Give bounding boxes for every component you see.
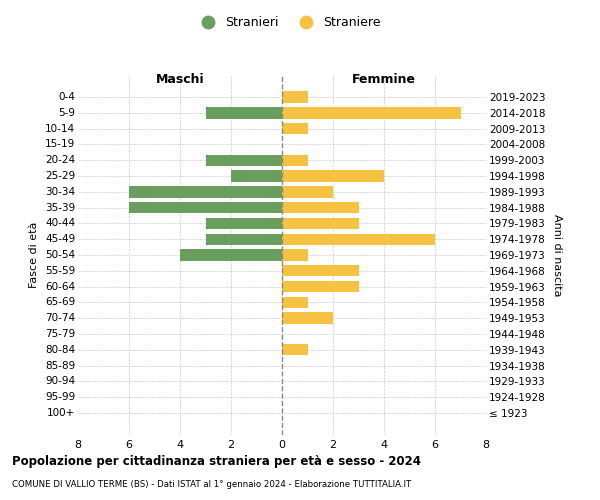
Bar — [282, 154, 308, 166]
Bar — [282, 123, 308, 134]
Bar — [282, 265, 359, 276]
Bar — [206, 218, 282, 229]
Text: Popolazione per cittadinanza straniera per età e sesso - 2024: Popolazione per cittadinanza straniera p… — [12, 455, 421, 468]
Bar — [282, 186, 333, 198]
Bar — [282, 202, 359, 213]
Bar — [129, 202, 282, 213]
Bar — [282, 312, 333, 324]
Bar — [282, 107, 461, 118]
Bar — [206, 107, 282, 118]
Text: COMUNE DI VALLIO TERME (BS) - Dati ISTAT al 1° gennaio 2024 - Elaborazione TUTTI: COMUNE DI VALLIO TERME (BS) - Dati ISTAT… — [12, 480, 411, 489]
Bar — [282, 92, 308, 102]
Y-axis label: Anni di nascita: Anni di nascita — [552, 214, 562, 296]
Y-axis label: Fasce di età: Fasce di età — [29, 222, 40, 288]
Legend: Stranieri, Straniere: Stranieri, Straniere — [190, 11, 386, 34]
Bar — [282, 296, 308, 308]
Bar — [129, 186, 282, 198]
Bar — [282, 170, 384, 181]
Text: Maschi: Maschi — [155, 73, 205, 86]
Bar — [282, 234, 435, 245]
Bar — [282, 344, 308, 356]
Bar — [282, 281, 359, 292]
Bar — [282, 218, 359, 229]
Bar — [206, 154, 282, 166]
Bar — [180, 250, 282, 260]
Text: Femmine: Femmine — [352, 73, 416, 86]
Bar — [206, 234, 282, 245]
Bar — [282, 250, 308, 260]
Bar — [231, 170, 282, 181]
